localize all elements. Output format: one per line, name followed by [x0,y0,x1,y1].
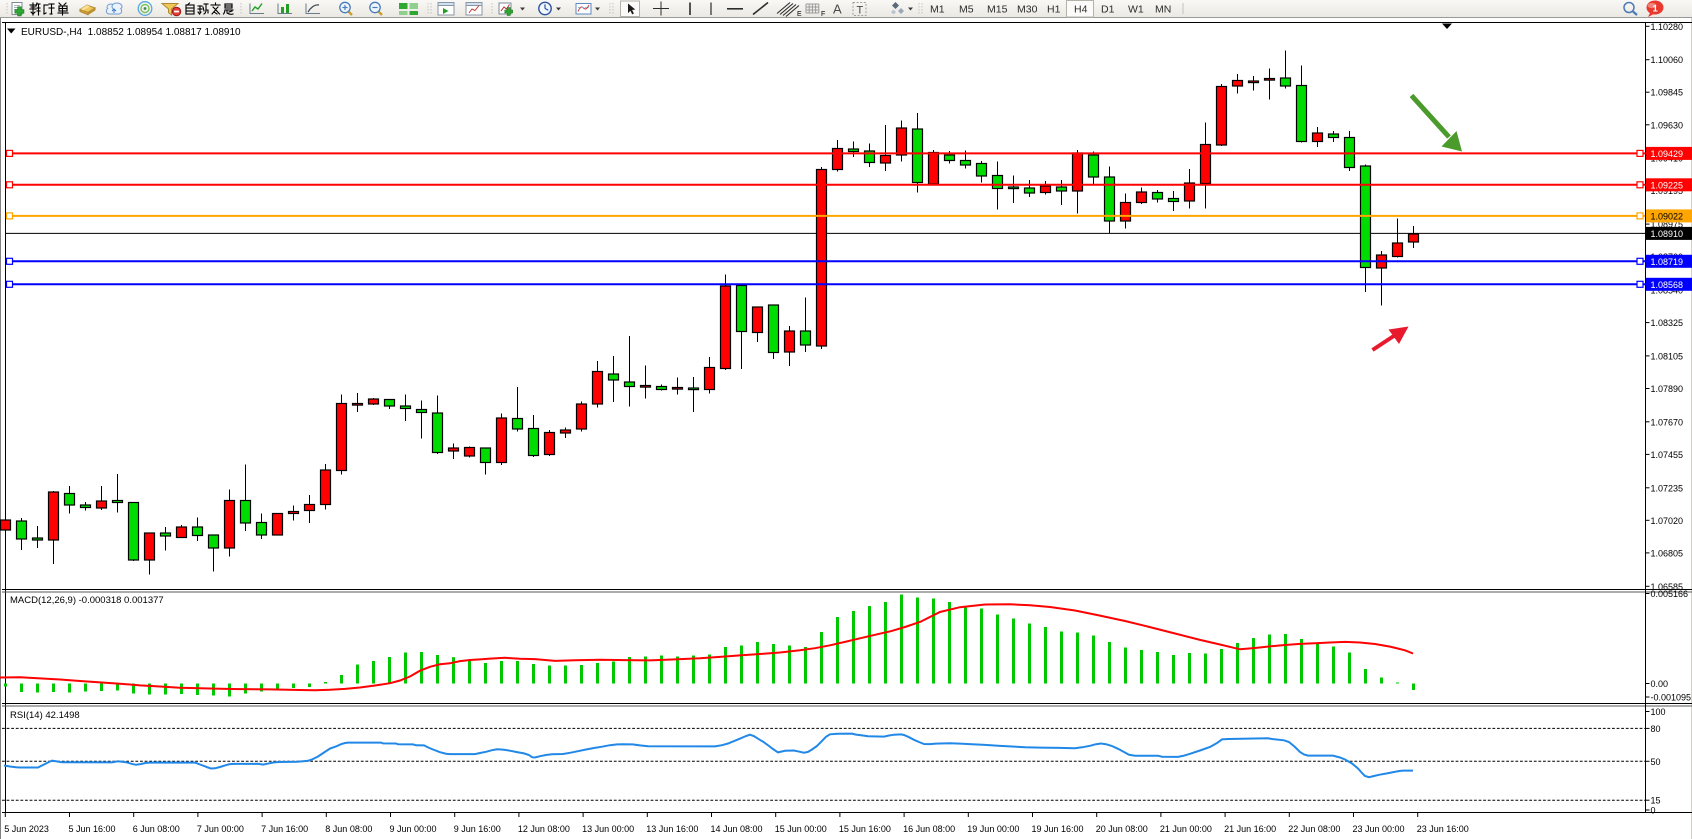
svg-text:F: F [821,11,825,18]
svg-text:1.08105: 1.08105 [1651,351,1684,361]
svg-text:14 Jun 08:00: 14 Jun 08:00 [711,824,763,834]
svg-text:1.08975: 1.08975 [1651,220,1684,230]
svg-text:H1: H1 [1047,4,1061,16]
svg-text:-0.001095: -0.001095 [1651,693,1692,703]
svg-text:RSI(14) 42.1498: RSI(14) 42.1498 [10,710,80,721]
svg-text:15 Jun 00:00: 15 Jun 00:00 [775,824,827,834]
svg-text:1.09225: 1.09225 [1651,180,1684,190]
svg-text:T: T [857,5,864,17]
svg-text:1.09429: 1.09429 [1651,149,1684,159]
svg-text:23 Jun 16:00: 23 Jun 16:00 [1417,824,1469,834]
svg-text:M30: M30 [1017,4,1038,16]
svg-text:22 Jun 08:00: 22 Jun 08:00 [1288,824,1340,834]
svg-text:EURUSD-,H4 1.08852 1.08954 1.: EURUSD-,H4 1.08852 1.08954 1.08817 1.089… [21,27,241,38]
svg-text:1.06585: 1.06585 [1651,582,1684,592]
svg-text:M5: M5 [959,4,974,16]
svg-text:6 Jun 08:00: 6 Jun 08:00 [133,824,180,834]
svg-text:H4: H4 [1074,4,1088,16]
svg-text:1.09845: 1.09845 [1651,88,1684,98]
svg-text:1.08719: 1.08719 [1651,257,1684,267]
svg-text:1.06805: 1.06805 [1651,548,1684,558]
svg-text:12 Jun 08:00: 12 Jun 08:00 [518,824,570,834]
svg-text:23 Jun 00:00: 23 Jun 00:00 [1353,824,1405,834]
svg-text:MACD(12,26,9) -0.000318 0.0013: MACD(12,26,9) -0.000318 0.001377 [10,595,164,606]
svg-text:1.07890: 1.07890 [1651,384,1684,394]
svg-text:1.08568: 1.08568 [1651,280,1684,290]
svg-text:16 Jun 08:00: 16 Jun 08:00 [903,824,955,834]
svg-text:0: 0 [1651,806,1656,816]
svg-text:19 Jun 16:00: 19 Jun 16:00 [1032,824,1084,834]
svg-text:7 Jun 16:00: 7 Jun 16:00 [261,824,308,834]
svg-text:1.07235: 1.07235 [1651,483,1684,493]
svg-text:13 Jun 16:00: 13 Jun 16:00 [646,824,698,834]
svg-text:1.10060: 1.10060 [1651,55,1684,65]
svg-text:80: 80 [1651,724,1661,734]
svg-text:100: 100 [1651,707,1666,717]
svg-text:1.07020: 1.07020 [1651,516,1684,526]
svg-text:5 Jun 2023: 5 Jun 2023 [4,824,49,834]
svg-text:9 Jun 00:00: 9 Jun 00:00 [390,824,437,834]
svg-text:7 Jun 00:00: 7 Jun 00:00 [197,824,244,834]
svg-text:1.07455: 1.07455 [1651,450,1684,460]
svg-text:1: 1 [1653,4,1659,15]
svg-text:A: A [833,2,842,17]
svg-text:13 Jun 00:00: 13 Jun 00:00 [582,824,634,834]
svg-text:19 Jun 00:00: 19 Jun 00:00 [967,824,1019,834]
svg-text:1.10280: 1.10280 [1651,22,1684,32]
svg-text:8 Jun 08:00: 8 Jun 08:00 [325,824,372,834]
svg-text:21 Jun 16:00: 21 Jun 16:00 [1224,824,1276,834]
svg-text:M1: M1 [930,4,945,16]
svg-text:D1: D1 [1101,4,1115,16]
svg-text:9 Jun 16:00: 9 Jun 16:00 [454,824,501,834]
svg-text:1.07670: 1.07670 [1651,417,1684,427]
svg-text:1.09630: 1.09630 [1651,120,1684,130]
svg-text:15 Jun 16:00: 15 Jun 16:00 [839,824,891,834]
svg-text:1.09022: 1.09022 [1651,211,1684,221]
svg-text:MN: MN [1155,4,1171,16]
svg-text:M15: M15 [987,4,1008,16]
svg-text:1.08910: 1.08910 [1651,229,1684,239]
svg-text:0.005166: 0.005166 [1651,589,1689,599]
svg-text:E: E [797,11,802,18]
svg-text:21 Jun 00:00: 21 Jun 00:00 [1160,824,1212,834]
svg-text:5 Jun 16:00: 5 Jun 16:00 [69,824,116,834]
svg-text:20 Jun 08:00: 20 Jun 08:00 [1096,824,1148,834]
svg-text:15: 15 [1651,796,1661,806]
svg-text:W1: W1 [1128,4,1144,16]
svg-text:0.00: 0.00 [1651,679,1669,689]
svg-text:50: 50 [1651,757,1661,767]
svg-text:1.08325: 1.08325 [1651,318,1684,328]
